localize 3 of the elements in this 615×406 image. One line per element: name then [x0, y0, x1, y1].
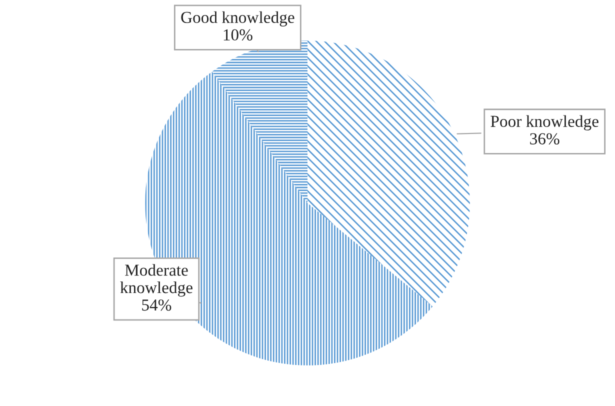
slice-label: Moderate knowledge 54% — [120, 264, 192, 311]
slice-label: Poor knowledge 36% — [490, 115, 598, 145]
slice-label: Good knowledge 10% — [181, 11, 294, 41]
